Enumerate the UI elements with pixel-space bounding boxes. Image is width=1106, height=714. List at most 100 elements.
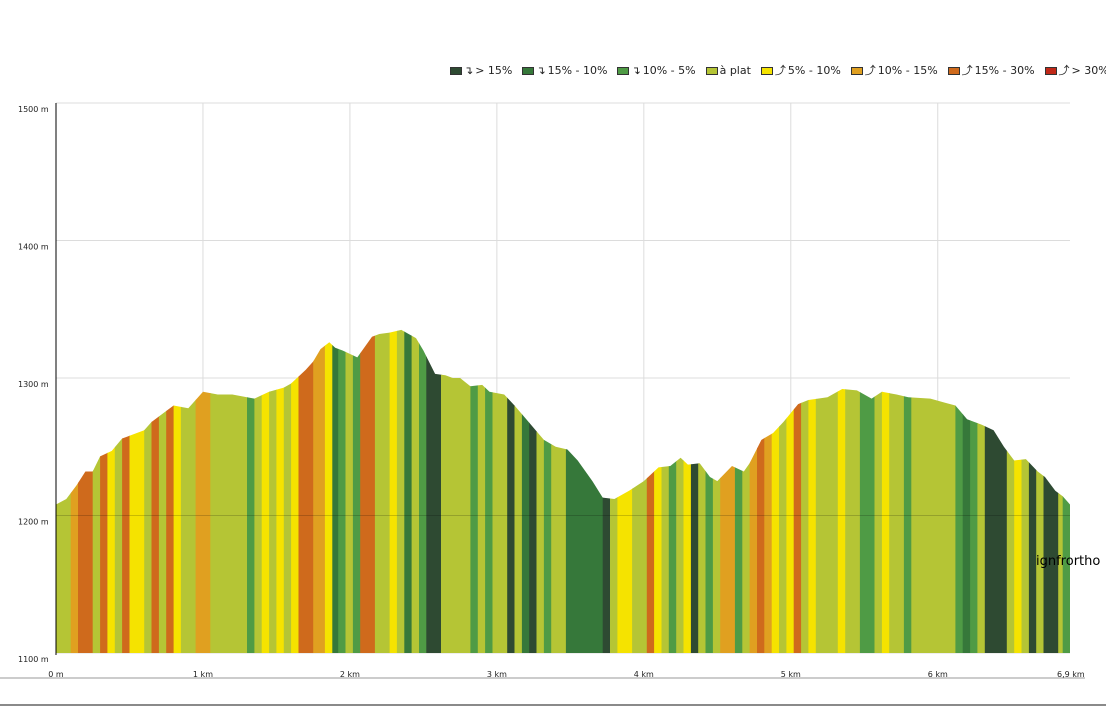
slope-segment xyxy=(1028,329,1037,653)
legend-swatch xyxy=(850,66,863,75)
slope-segment xyxy=(485,329,493,653)
slope-segment xyxy=(705,329,714,653)
slope-segment xyxy=(477,329,486,653)
slope-segment xyxy=(92,329,101,653)
x-tick-label: 6 km xyxy=(928,670,948,679)
y-tick-label: 1200 m xyxy=(18,518,49,527)
slope-segment xyxy=(690,329,699,653)
slope-segment xyxy=(441,329,457,653)
slope-segment xyxy=(100,329,108,653)
slope-segment xyxy=(977,329,986,653)
slope-segment xyxy=(521,329,530,653)
x-tick-label: 3 km xyxy=(487,670,507,679)
slope-segment xyxy=(507,329,516,653)
slope-segment xyxy=(470,329,479,653)
slope-segment xyxy=(261,329,270,653)
slope-segment xyxy=(180,329,197,653)
slope-segment xyxy=(881,329,890,653)
slope-segment xyxy=(514,329,523,653)
slope-segment xyxy=(345,329,354,653)
slope-segment xyxy=(144,329,153,653)
x-tick-label: 2 km xyxy=(340,670,360,679)
slope-segment xyxy=(661,329,670,653)
slope-segment xyxy=(158,329,167,653)
slope-segment xyxy=(360,329,376,653)
legend-item-down-15-10[interactable]: ↴ 15% - 10% xyxy=(522,64,607,77)
slope-segment xyxy=(283,329,292,653)
slope-segment xyxy=(955,329,964,653)
slope-segment xyxy=(536,329,545,653)
slope-segment xyxy=(426,329,442,653)
slope-segment xyxy=(764,329,773,653)
axes: 1500 m 1400 m 1300 m 1200 m 1100 m 0 m 1 km 2 k… xyxy=(0,103,1085,679)
slope-segment xyxy=(114,329,123,653)
slope-segment xyxy=(801,329,809,653)
slope-segment xyxy=(757,329,765,653)
slope-segment xyxy=(779,329,787,653)
legend-label: 10% - 5% xyxy=(642,64,696,77)
slope-segment xyxy=(874,329,883,653)
legend-swatch xyxy=(947,66,960,75)
slope-segment xyxy=(683,329,692,653)
legend-label: 5% - 10% xyxy=(787,64,841,77)
slope-segment xyxy=(254,329,263,653)
descent-arrow-icon: ↴ xyxy=(536,64,546,77)
slope-segment xyxy=(396,329,405,653)
legend-item-up-10-15[interactable]: ⤴ 10% - 15% xyxy=(850,64,938,77)
legend-label: > 15% xyxy=(475,64,513,77)
slope-segment xyxy=(374,329,391,653)
legend-item-up-gt-30[interactable]: ⤴ > 30% xyxy=(1044,64,1106,77)
slope-segment xyxy=(742,329,751,653)
legend-item-down-10-5[interactable]: ↴ 10% - 5% xyxy=(617,64,696,77)
legend-swatch xyxy=(522,66,535,75)
slope-segment xyxy=(712,329,721,653)
legend-item-flat[interactable]: à plat xyxy=(705,64,751,77)
slope-segment xyxy=(815,329,839,653)
y-tick-label: 1100 m xyxy=(18,655,49,664)
slope-segment xyxy=(70,329,79,653)
slope-segment xyxy=(1006,329,1015,653)
slope-segment xyxy=(313,329,326,653)
legend-item-up-5-10[interactable]: ⤴ 5% - 10% xyxy=(760,64,841,77)
slope-segment xyxy=(1021,329,1030,653)
legend-swatch xyxy=(617,66,630,75)
legend-item-up-15-30[interactable]: ⤴ 15% - 30% xyxy=(947,64,1035,77)
slope-segment xyxy=(332,329,339,653)
slope-segment xyxy=(654,329,662,653)
slope-segment xyxy=(859,329,876,653)
slope-segment xyxy=(962,329,971,653)
slope-segment xyxy=(338,329,347,653)
legend-swatch xyxy=(705,66,718,75)
map-layer-label: ignfrortho xyxy=(1036,554,1101,569)
slope-segment xyxy=(291,329,299,653)
ascent-arrow-icon: ⤴ xyxy=(864,64,876,77)
x-tick-label: 4 km xyxy=(634,670,654,679)
slope-segment xyxy=(543,329,552,653)
slope-segment xyxy=(668,329,677,653)
slope-segment xyxy=(845,329,861,653)
x-tick-label: 5 km xyxy=(781,670,801,679)
slope-segment xyxy=(793,329,802,653)
legend-item-down-gt-15[interactable]: ↴ > 15% xyxy=(450,64,512,77)
slope-segment xyxy=(771,329,780,653)
descent-arrow-icon: ↴ xyxy=(631,64,641,77)
slope-segment xyxy=(455,329,471,653)
slope-segment xyxy=(903,329,912,653)
slope-segment xyxy=(324,329,333,653)
y-tick-label: 1500 m xyxy=(18,105,49,114)
slope-segment xyxy=(1014,329,1023,653)
slope-segment xyxy=(749,329,758,653)
slope-segment xyxy=(107,329,116,653)
x-tick-label: 1 km xyxy=(193,670,213,679)
slope-segment xyxy=(298,329,314,653)
slope-segment xyxy=(646,329,655,653)
slope-segment xyxy=(411,329,420,653)
slope-segment xyxy=(352,329,361,653)
legend-label: à plat xyxy=(719,64,751,77)
x-tick-label: 0 m xyxy=(48,670,64,679)
slope-segment xyxy=(419,329,427,653)
ascent-arrow-icon: ⤴ xyxy=(961,64,973,77)
legend: ↴ > 15% ↴ 15% - 10% ↴ 10% - 5% à plat ⤴ … xyxy=(450,64,1106,77)
ascent-arrow-icon: ⤴ xyxy=(774,64,786,77)
